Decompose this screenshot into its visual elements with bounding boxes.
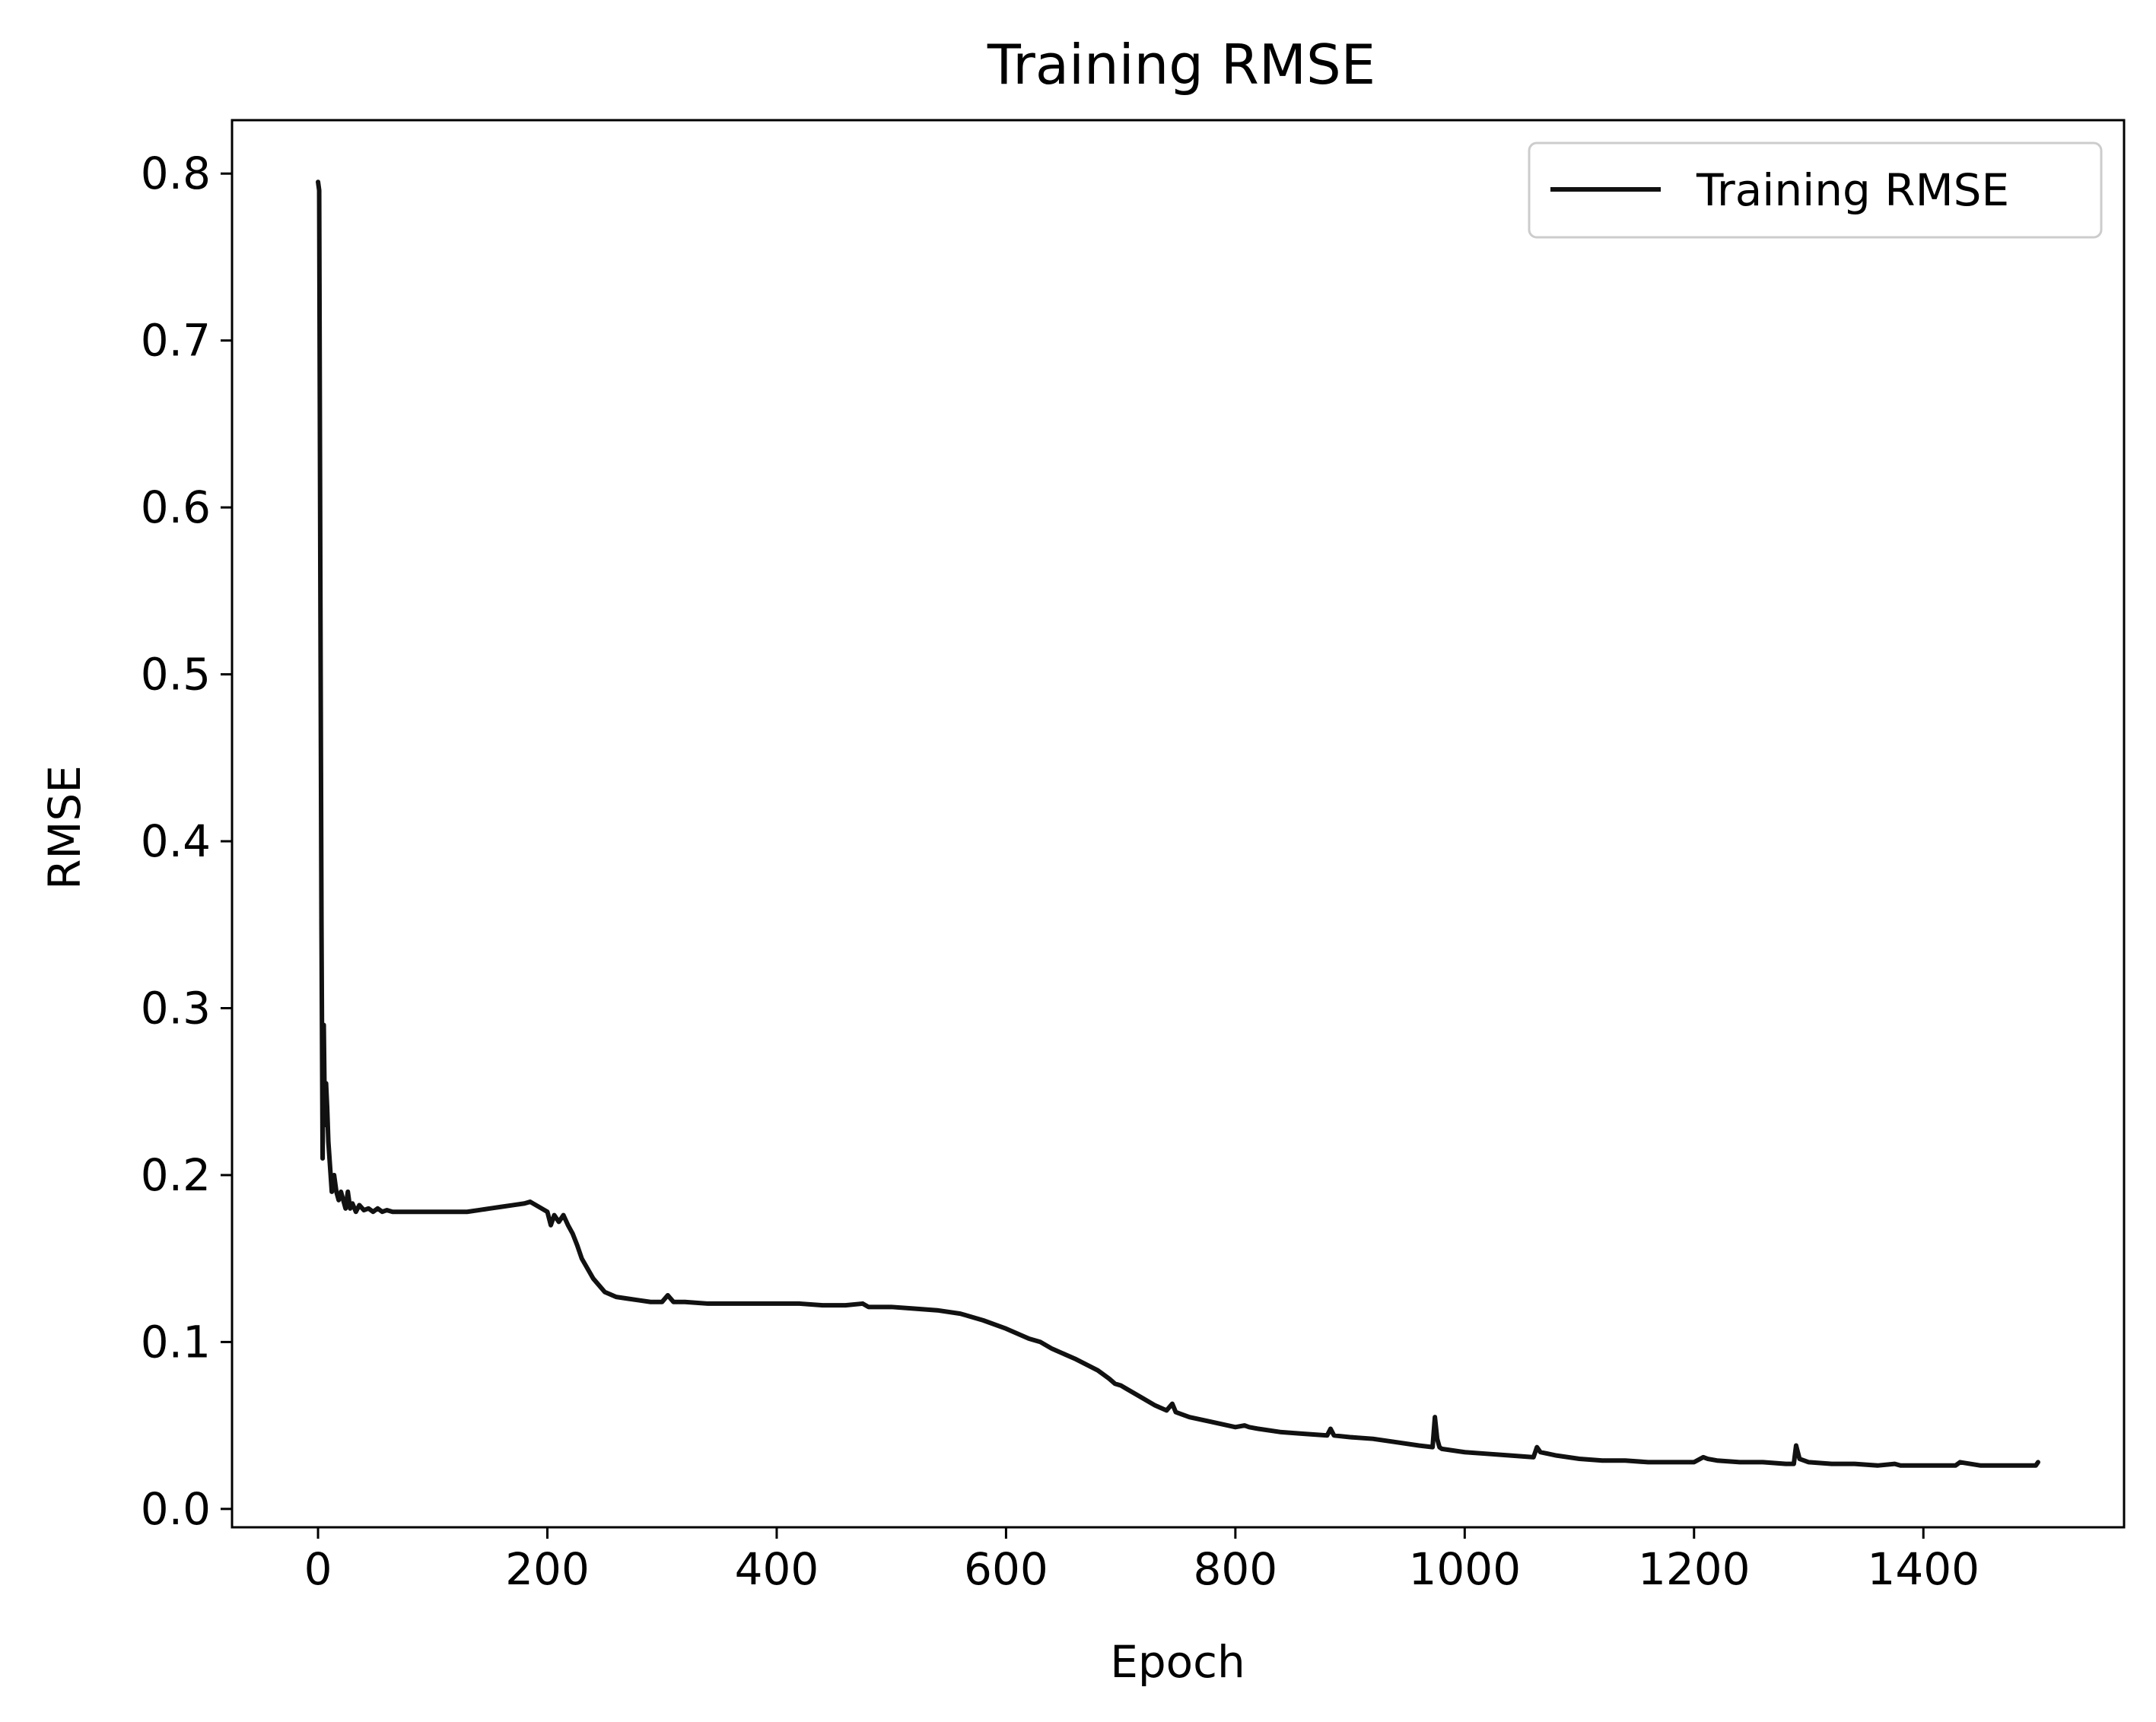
x-tick-label: 600	[964, 1543, 1048, 1595]
x-axis-label: Epoch	[1110, 1636, 1245, 1688]
x-tick-label: 1000	[1409, 1543, 1522, 1595]
y-tick-label: 0.2	[141, 1149, 211, 1201]
y-axis-label: RMSE	[39, 765, 91, 890]
y-tick-label: 0.5	[141, 649, 211, 701]
y-axis: 0.0 0.1 0.2 0.3 0.4 0.5 0.6 0.7 0.8	[141, 148, 232, 1535]
series-line-training-rmse	[316, 180, 2040, 1468]
y-tick-label: 0.4	[141, 815, 211, 867]
chart-title: Training RMSE	[987, 33, 1375, 97]
x-axis: 0 200 400 600 800 1000 1200 1400	[304, 1527, 1980, 1595]
legend: Training RMSE	[1528, 141, 2103, 239]
y-tick-label: 0.6	[141, 481, 211, 533]
series-layer	[316, 180, 2040, 1468]
legend-frame	[1528, 141, 2103, 239]
y-tick-label: 0.7	[141, 315, 211, 367]
y-tick-label: 0.3	[141, 982, 211, 1034]
x-tick-label: 400	[735, 1543, 819, 1595]
y-tick-label: 0.1	[141, 1316, 211, 1368]
x-tick-label: 200	[505, 1543, 590, 1595]
x-tick-label: 1200	[1638, 1543, 1751, 1595]
y-tick-label: 0.8	[141, 148, 211, 199]
x-tick-label: 800	[1194, 1543, 1278, 1595]
plot-background	[232, 120, 2124, 1527]
legend-label: Training RMSE	[1696, 164, 2009, 216]
x-tick-label: 1400	[1867, 1543, 1980, 1595]
plot-area	[232, 120, 2124, 1527]
axes-frame	[231, 119, 2126, 1529]
y-tick-label: 0.0	[141, 1483, 211, 1535]
x-tick-label: 0	[304, 1543, 332, 1595]
